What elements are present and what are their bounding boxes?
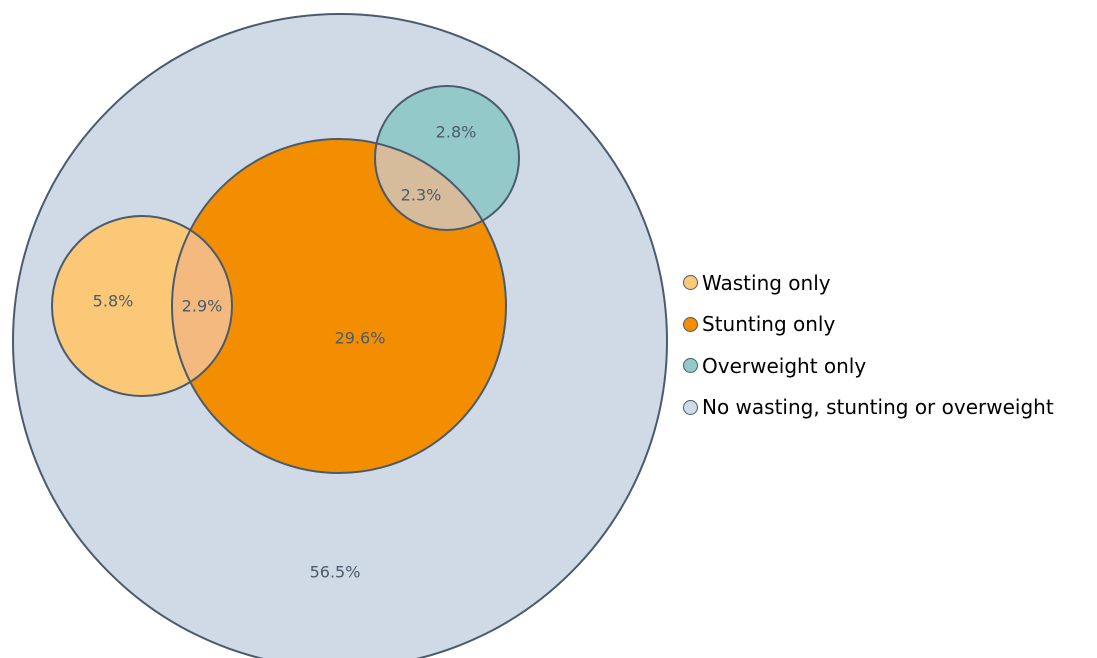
label-stunting-overweight: 2.3% (401, 186, 442, 205)
legend-label-stunting: Stunting only (702, 312, 836, 337)
overlap-wasting-stunting (172, 216, 232, 396)
outline-wasting (51, 215, 233, 397)
legend: Wasting only Stunting only Overweight on… (683, 262, 1097, 428)
legend-item-none: No wasting, stunting or overweight (683, 387, 1097, 429)
label-none: 56.5% (310, 563, 361, 582)
legend-item-wasting: Wasting only (683, 262, 1097, 304)
label-stunting-only: 29.6% (335, 329, 386, 348)
outline-overweight (374, 85, 520, 231)
legend-swatch-none (683, 399, 698, 415)
label-overweight-only: 2.8% (436, 123, 477, 142)
legend-swatch-stunting (683, 316, 698, 332)
legend-item-overweight: Overweight only (683, 345, 1097, 387)
legend-swatch-wasting (683, 275, 698, 291)
legend-label-wasting: Wasting only (702, 270, 831, 295)
legend-label-none: No wasting, stunting or overweight (702, 395, 1054, 420)
legend-item-stunting: Stunting only (683, 304, 1097, 346)
legend-swatch-overweight (683, 358, 698, 374)
label-wasting-stunting: 2.9% (182, 297, 223, 316)
outline-stunting (171, 138, 507, 474)
legend-label-overweight: Overweight only (702, 353, 867, 378)
label-wasting-only: 5.8% (93, 292, 134, 311)
